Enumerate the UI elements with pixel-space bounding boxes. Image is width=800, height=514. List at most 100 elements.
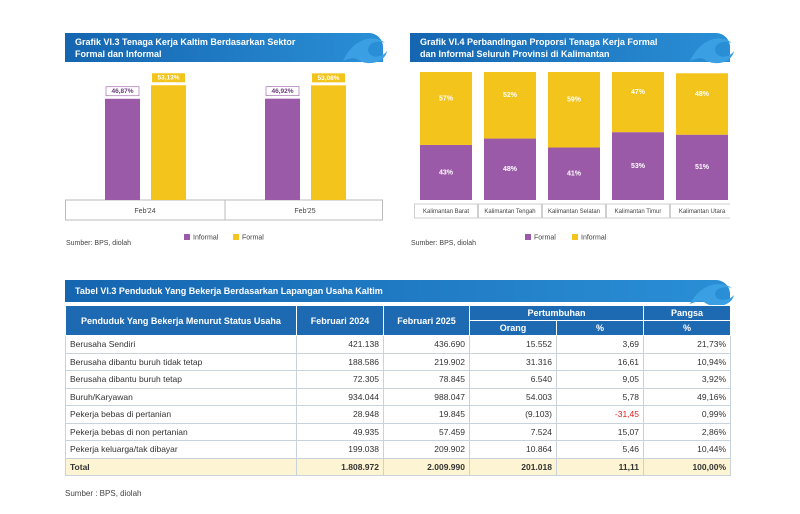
bar [151,85,186,200]
table: Penduduk Yang Bekerja Menurut Status Usa… [65,305,732,476]
bar-segment [612,132,664,200]
table-row: Berusaha Sendiri 421.138 436.690 15.552 3,69… [65,335,732,354]
table-cell: 6.540 [469,370,557,389]
table-cell: 78.845 [383,370,470,389]
chart-title: Grafik VI.3 Tenaga Kerja Kaltim Berdasar… [75,37,296,59]
table-row: Berusaha dibantu buruh tetap 72.305 78.845… [65,370,732,389]
header-cell: Februari 2024 [296,305,384,336]
header-cell: Pertumbuhan [468,305,645,321]
table-cell: 54.003 [469,387,557,406]
legend-swatch [184,234,190,240]
table-cell: 19.845 [383,405,470,424]
table-cell: 49,16% [643,387,732,406]
chart-source: Sumber: BPS, diolah [66,240,131,247]
table-cell: 21,73% [643,335,732,354]
bar-segment [612,72,664,133]
header-cell: Februari 2025 [383,305,470,336]
table-cell: 199.038 [296,440,384,459]
chart: Feb'24 46,87% 53,13% Feb'25 46,92% 53,08% Info… [65,73,383,247]
legend-label: Formal [534,234,556,241]
chart-header: Grafik VI.3 Tenaga Kerja Kaltim Berdasar… [65,33,387,64]
x-tick-label: Feb'24 [134,208,155,215]
x-axis-box [65,199,383,221]
x-tick-label: Kalimantan Timur [615,209,662,215]
table-cell: 5,78 [555,387,645,406]
table-cell: 49.935 [296,422,384,441]
x-tick-label: Kalimantan Utara [679,209,726,215]
table-cell: 188.586 [296,352,384,371]
bar-segment [484,72,536,139]
chart-source: Sumber: BPS, diolah [411,240,476,247]
x-tick-box [606,203,670,219]
table-header: Tabel VI.3 Penduduk Yang Bekerja Berdasa… [65,280,734,307]
value-label: 53% [631,163,646,170]
table-cell: 3,69 [555,335,645,354]
table-cell: 0,99% [643,405,732,424]
value-label: 47% [631,89,646,96]
table-row: Buruh/Karyawan 934.044 988.047 54.003 5,78 49… [65,387,732,406]
table-cell: Berusaha dibantu buruh tetap [65,370,297,389]
header-cell: Orang [469,320,557,336]
table-cell: 10,94% [643,352,732,371]
bar [105,98,140,200]
table-cell: Total [65,457,297,476]
table-cell: 15,07 [555,422,645,441]
value-label: 46,87% [111,88,133,95]
value-label-bg [105,86,140,97]
legend-swatch [233,234,239,240]
legend-label: Informal [581,234,607,241]
table-cell: -31,45 [555,405,645,424]
value-label: 53,08% [317,75,339,82]
bar [265,98,300,200]
bar-segment [420,72,472,145]
table-cell: 57.459 [383,422,470,441]
table-cell: 436.690 [383,335,470,354]
wave-icon [690,38,734,64]
value-label: 53,13% [157,75,179,82]
x-tick-label: Kalimantan Tengah [484,209,535,215]
table-cell: 72.305 [296,370,384,389]
value-label: 43% [439,169,454,176]
legend-label: Informal [193,234,219,241]
wave-icon [343,38,387,64]
table-cell: 7.524 [469,422,557,441]
value-label-bg [152,73,185,83]
table-cell: 15.552 [469,335,557,354]
table-cell: 219.902 [383,352,470,371]
table-cell: 934.044 [296,387,384,406]
table-cell: Pekerja bebas di pertanian [65,405,297,424]
table-cell: 209.902 [383,440,470,459]
table-cell: 31.316 [469,352,557,371]
table-cell: 10,44% [643,440,732,459]
bar-segment [420,144,472,200]
chart: 43% 57% Kalimantan Barat 48% 52% Kalimantan T… [411,72,730,247]
table-cell: Berusaha dibantu buruh tidak tetap [65,352,297,371]
table-cell: Berusaha Sendiri [65,335,297,354]
x-tick-label: Feb'25 [294,208,315,215]
value-label-bg [312,73,345,83]
header-cell: Penduduk Yang Bekerja Menurut Status Usa… [65,305,297,336]
chart-header: Grafik VI.4 Perbandingan Proporsi Tenaga… [410,33,734,64]
table-cell: 1.808.972 [296,457,384,476]
table-row: Pekerja bebas di pertanian 28.948 19.845 (9… [65,405,732,424]
table-cell: 28.948 [296,405,384,424]
table-cell: 3,92% [643,370,732,389]
x-tick-box [670,203,730,219]
table-cell: 5,46 [555,440,645,459]
table-cell: 9,05 [555,370,645,389]
x-tick-label: Kalimantan Barat [423,209,469,215]
table-cell: 16,61 [555,352,645,371]
bar-segment [676,134,728,200]
table-cell: 988.047 [383,387,470,406]
table-cell: 11,11 [555,457,645,476]
table-cell: 2.009.990 [383,457,470,476]
table-row: Pekerja bebas di non pertanian 49.935 57.4… [65,422,732,441]
x-tick-label: Kalimantan Selatan [548,209,600,215]
header-cell: % [555,320,645,336]
value-label: 51% [695,164,710,171]
bar-segment [676,73,728,135]
table-cell: 201.018 [469,457,557,476]
table-source: Sumber : BPS, diolah [65,489,142,498]
x-tick-box [414,203,478,219]
table-row: Pekerja keluarga/tak dibayar 199.038 209.9… [65,440,732,459]
